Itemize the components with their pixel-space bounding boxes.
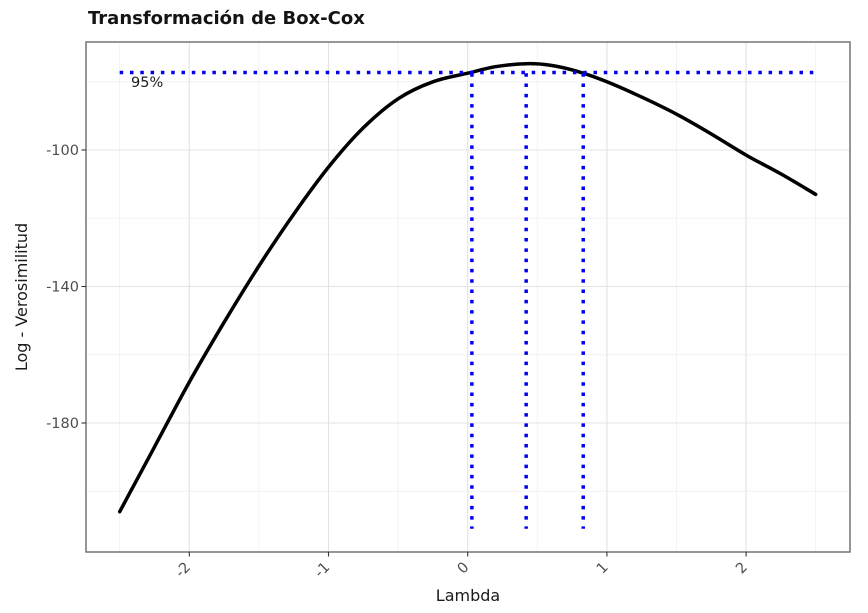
x-axis-title: Lambda [436, 586, 500, 605]
y-tick-label: -140 [46, 280, 79, 296]
confidence-level-label: 95% [131, 75, 163, 91]
confidence-dotted-lines [119, 70, 816, 529]
y-tick-label: -180 [46, 416, 79, 432]
loglik-curve [117, 61, 818, 514]
y-tick-labels: -100 -140 -180 [46, 143, 79, 432]
gridlines-major [86, 42, 850, 552]
y-axis-title: Log - Verosimilitud [12, 223, 31, 371]
y-tick-label: -100 [46, 143, 79, 159]
chart-title: Transformación de Box-Cox [88, 8, 365, 29]
axis-tick-marks [81, 149, 747, 557]
